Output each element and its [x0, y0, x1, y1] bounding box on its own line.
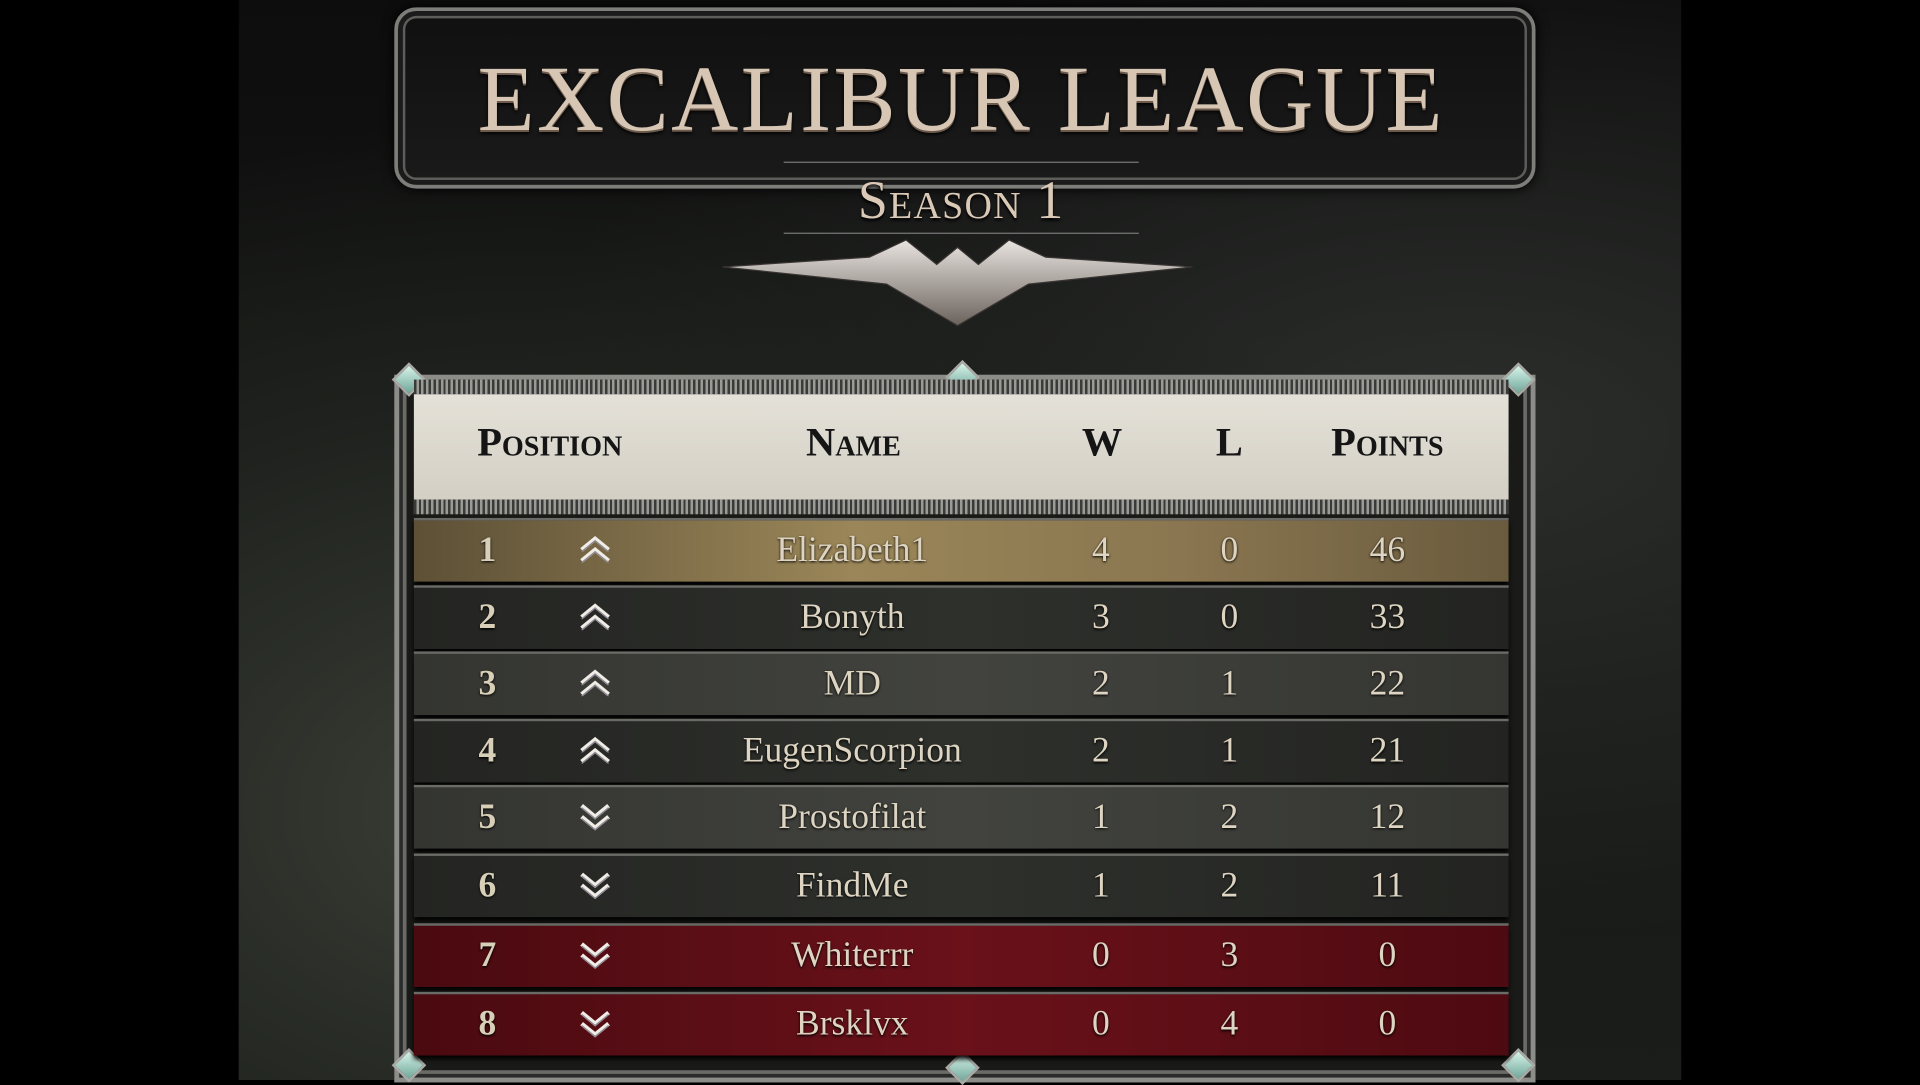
- table-row: 7 Whiterrr 0 3 0: [413, 923, 1509, 987]
- wins-cell: 3: [1091, 597, 1110, 637]
- column-header-points: Points: [1331, 421, 1444, 466]
- table-header: [413, 394, 1509, 500]
- losses-cell: 2: [1220, 797, 1239, 837]
- wins-cell: 0: [1091, 1004, 1110, 1044]
- table-row: 1 Elizabeth1 4 0 46: [413, 517, 1509, 582]
- points-cell: 12: [1369, 797, 1406, 837]
- frame-strip: [413, 379, 1509, 395]
- table-row: 3 MD 2 1 22: [413, 651, 1509, 716]
- wins-cell: 2: [1091, 663, 1110, 703]
- points-cell: 22: [1369, 663, 1406, 703]
- losses-cell: 0: [1220, 597, 1239, 637]
- divider: [783, 232, 1139, 234]
- losses-cell: 4: [1220, 1004, 1239, 1044]
- position-cell: 4: [478, 731, 497, 771]
- name-cell: Brsklvx: [796, 1004, 909, 1044]
- position-cell: 7: [478, 935, 497, 975]
- wins-cell: 0: [1091, 935, 1110, 975]
- wins-cell: 1: [1091, 797, 1110, 837]
- losses-cell: 0: [1220, 530, 1239, 570]
- name-cell: Prostofilat: [778, 797, 927, 837]
- table-row: 4 EugenScorpion 2 1 21: [413, 718, 1509, 783]
- losses-cell: 2: [1220, 865, 1239, 905]
- double-chevron-up-icon: [580, 736, 610, 764]
- name-cell: MD: [823, 663, 881, 703]
- double-chevron-up-icon: [580, 536, 610, 564]
- losses-cell: 1: [1220, 731, 1239, 771]
- position-cell: 2: [478, 597, 497, 637]
- wins-cell: 2: [1091, 731, 1110, 771]
- table-row: 8 Brsklvx 0 4 0: [413, 991, 1509, 1056]
- column-header-name: Name: [806, 421, 901, 466]
- position-cell: 8: [478, 1004, 497, 1044]
- double-chevron-down-icon: [580, 804, 610, 831]
- frame-strip: [413, 499, 1509, 515]
- sword-guard-ornament: [722, 239, 1193, 327]
- name-cell: Bonyth: [799, 597, 905, 637]
- double-chevron-down-icon: [580, 872, 610, 900]
- table-row: 6 FindMe 1 2 11: [413, 853, 1509, 918]
- league-title: EXCALIBUR LEAGUE: [477, 47, 1445, 151]
- column-header-position: Position: [477, 421, 623, 466]
- points-cell: 0: [1378, 1004, 1397, 1044]
- title-plaque: [394, 7, 1536, 189]
- position-cell: 3: [478, 663, 497, 703]
- divider: [783, 161, 1139, 163]
- name-cell: Whiterrr: [791, 935, 914, 975]
- double-chevron-down-icon: [580, 942, 610, 969]
- points-cell: 21: [1369, 731, 1406, 771]
- position-cell: 6: [478, 865, 497, 905]
- double-chevron-down-icon: [580, 1010, 610, 1038]
- table-row: 2 Bonyth 3 0 33: [413, 585, 1509, 649]
- losses-cell: 1: [1220, 663, 1239, 703]
- position-cell: 5: [478, 797, 497, 837]
- points-cell: 33: [1369, 597, 1406, 637]
- table-row: 5 Prostofilat 1 2 12: [413, 784, 1509, 849]
- name-cell: EugenScorpion: [742, 731, 962, 771]
- points-cell: 0: [1378, 935, 1397, 975]
- column-header-losses: L: [1215, 421, 1243, 466]
- column-header-wins: W: [1081, 421, 1123, 466]
- points-cell: 46: [1369, 530, 1406, 570]
- wins-cell: 1: [1091, 865, 1110, 905]
- wins-cell: 4: [1091, 530, 1110, 570]
- name-cell: Elizabeth1: [776, 530, 929, 570]
- losses-cell: 3: [1220, 935, 1239, 975]
- double-chevron-up-icon: [580, 669, 610, 697]
- points-cell: 11: [1370, 865, 1405, 905]
- position-cell: 1: [478, 530, 497, 570]
- name-cell: FindMe: [796, 865, 909, 905]
- double-chevron-up-icon: [580, 603, 610, 631]
- season-label: Season 1: [857, 170, 1065, 231]
